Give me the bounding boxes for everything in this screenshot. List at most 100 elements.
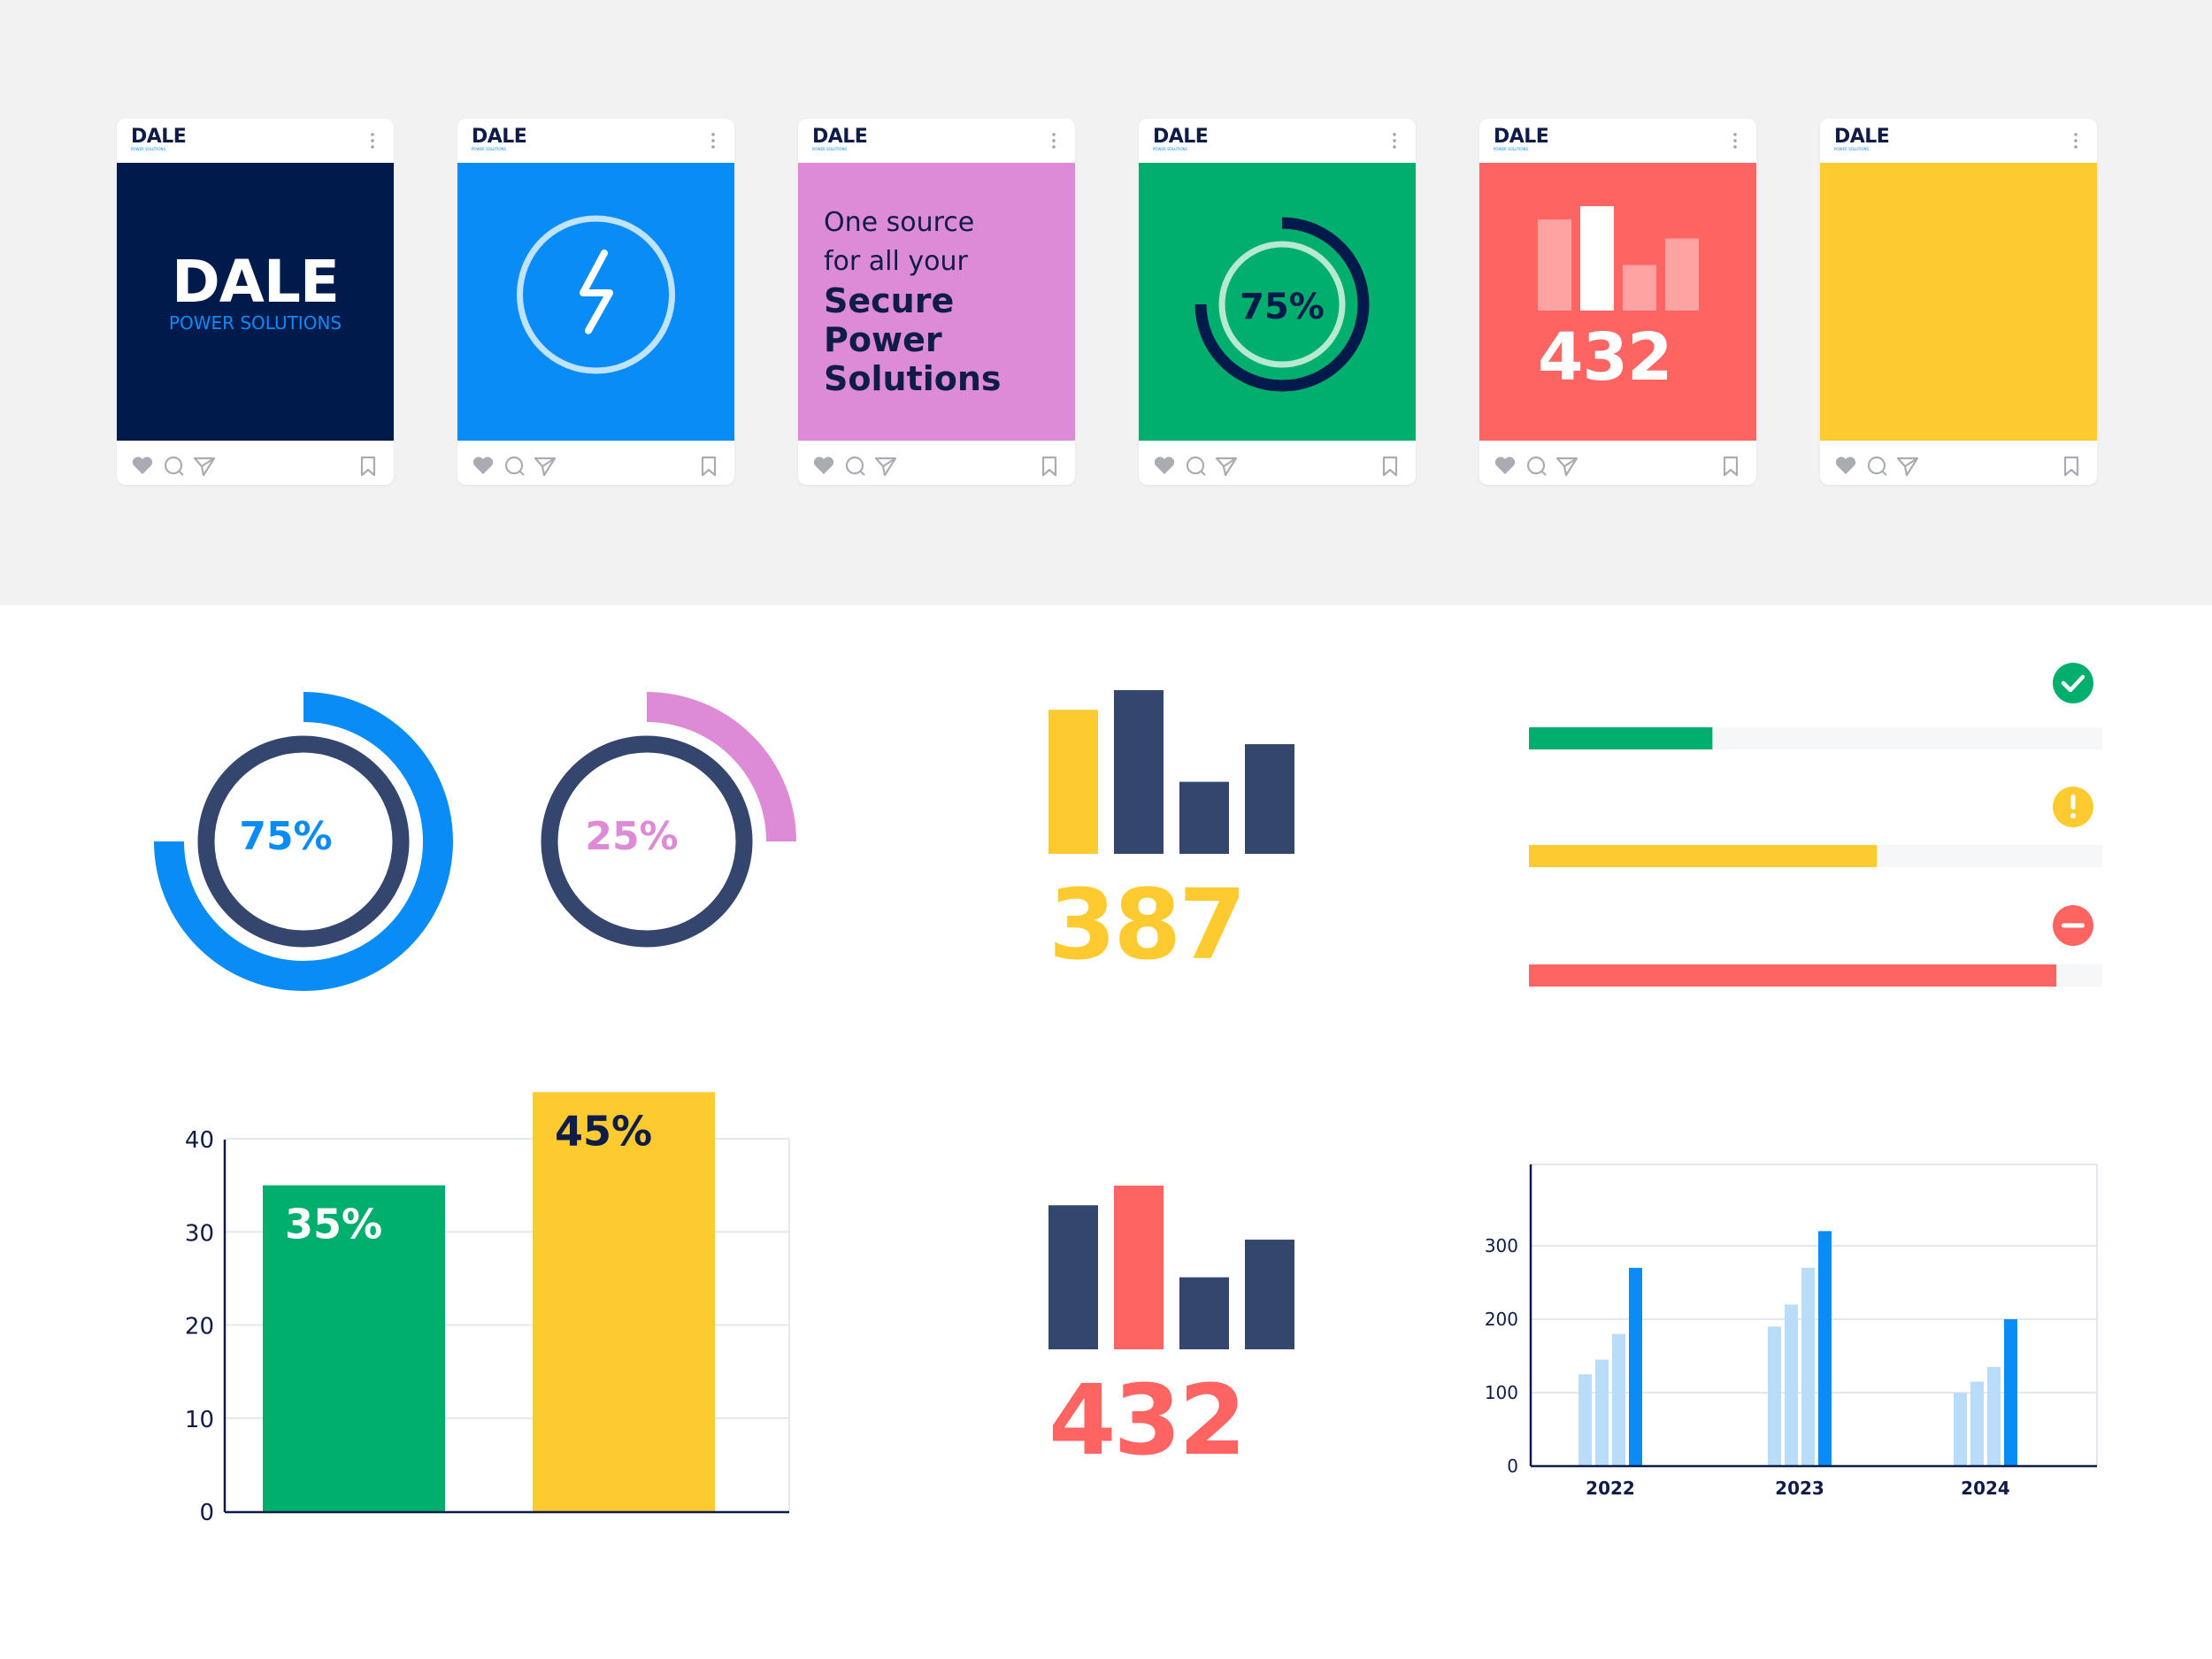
send-icon[interactable] [874,456,897,477]
bar [1768,1326,1781,1466]
bookmark-icon[interactable] [1381,456,1399,477]
bar [1629,1267,1642,1466]
stat-bar-graphic [1048,1186,1294,1349]
bar-chart: 0 10 20 30 40 35% 45% [185,1092,790,1526]
send-icon[interactable] [534,456,557,477]
bar [1818,1231,1832,1466]
bookmark-icon[interactable] [700,456,718,477]
more-vertical-icon[interactable] [2074,133,2078,149]
donut-inner-ring [541,735,753,948]
stat-number: 432 [1538,319,1672,396]
heart-icon[interactable] [1494,456,1517,475]
more-vertical-icon[interactable] [371,133,374,149]
y-tick-label: 0 [1507,1455,1518,1477]
bookmark-icon[interactable] [359,456,377,477]
post-card-blank[interactable]: DALE POWER SOLUTIONS [1820,119,2097,485]
bookmark-icon[interactable] [1722,456,1740,477]
bar [1595,1359,1609,1466]
headline-line-bold: Solutions [824,359,1002,398]
mini-logo: DALE POWER SOLUTIONS [812,127,868,152]
minus-icon [2053,905,2093,946]
heart-icon[interactable] [812,456,835,475]
mini-logo-wordmark: DALE [1153,126,1209,148]
stat-bar [1048,710,1098,854]
card-header: DALE POWER SOLUTIONS [1139,119,1416,163]
send-icon[interactable] [193,456,216,477]
headline-line-bold: Secure [824,281,955,320]
stat-bar [1114,690,1164,854]
bookmark-icon[interactable] [2062,456,2080,477]
y-tick-label: 0 [199,1500,214,1526]
stat-bar-graphic [1048,690,1294,854]
comment-icon[interactable] [1185,456,1208,477]
more-vertical-icon[interactable] [1052,133,1056,149]
bar [1578,1374,1592,1466]
card-image: DALE POWER SOLUTIONS [117,163,394,441]
grouped-bar-chart: 0 100 200 300 2022 2023 2024 [1485,1164,2098,1499]
post-card-text[interactable]: DALE POWER SOLUTIONS One source for all … [798,119,1075,485]
mini-logo-wordmark: DALE [472,126,527,148]
y-tick-label: 20 [185,1314,214,1340]
donut-progress-arc [154,692,453,991]
heart-icon[interactable] [472,456,495,475]
brand-logo: DALE POWER SOLUTIONS [117,253,394,334]
card-header: DALE POWER SOLUTIONS [457,119,734,163]
mini-logo-tagline: POWER SOLUTIONS [812,147,848,151]
mini-logo: DALE POWER SOLUTIONS [1834,127,1890,152]
stat-bar [1245,1240,1294,1349]
ring-chart: 75% [1194,217,1370,392]
heart-icon[interactable] [131,456,154,475]
post-card-lightning[interactable]: DALE POWER SOLUTIONS [457,119,734,485]
stat-number: 387 [1048,868,1247,981]
stat-number: 432 [1048,1363,1247,1477]
ring-progress-arc [1194,217,1370,392]
mini-logo-wordmark: DALE [1494,126,1549,148]
card-image: 75% [1139,163,1416,441]
comment-icon[interactable] [163,456,186,477]
mini-bar [1623,265,1656,311]
post-card-logo[interactable]: DALE POWER SOLUTIONS DALE POWER SOLUTION… [117,119,394,485]
comment-icon[interactable] [1525,456,1548,477]
card-footer [798,441,1075,485]
card-header: DALE POWER SOLUTIONS [117,119,394,163]
x-tick-label: 2022 [1586,1478,1635,1499]
bar [263,1185,445,1511]
donut-chart-blue [154,692,453,991]
more-vertical-icon[interactable] [1733,133,1737,149]
headline: One source for all your Secure Power Sol… [824,204,1002,398]
mini-logo: DALE POWER SOLUTIONS [131,126,187,152]
send-icon[interactable] [1555,456,1578,477]
send-icon[interactable] [1215,456,1238,477]
progress-fill [1529,964,2057,987]
card-header: DALE POWER SOLUTIONS [1820,119,2097,163]
card-image: 432 [1479,163,1756,441]
mini-logo-wordmark: DALE [131,126,187,148]
card-header: DALE POWER SOLUTIONS [1479,119,1756,163]
x-tick-label: 2024 [1961,1478,2010,1499]
x-tick-label: 2023 [1775,1478,1824,1499]
mini-logo-tagline: POWER SOLUTIONS [1834,147,1870,151]
card-image [1820,163,2097,441]
more-vertical-icon[interactable] [711,133,715,149]
post-card-stat[interactable]: DALE POWER SOLUTIONS 432 [1479,119,1756,485]
send-icon[interactable] [1896,456,1919,477]
comment-icon[interactable] [844,456,867,477]
heart-icon[interactable] [1153,456,1176,475]
bookmark-icon[interactable] [1041,456,1058,477]
more-vertical-icon[interactable] [1393,133,1396,149]
mini-logo-tagline: POWER SOLUTIONS [1153,147,1188,151]
comment-icon[interactable] [1866,456,1889,477]
y-tick-label: 200 [1485,1309,1518,1330]
y-tick-label: 100 [1485,1382,1518,1403]
bar [2004,1319,2017,1466]
stat-bar [1048,1205,1098,1349]
mini-bar [1665,238,1699,311]
ring-label: 75% [1240,287,1325,327]
comment-icon[interactable] [503,456,526,477]
mini-bar [1538,219,1571,311]
donut-progress-arc [646,692,796,842]
heart-icon[interactable] [1834,456,1857,475]
mini-logo-tagline: POWER SOLUTIONS [1494,147,1529,151]
bar [1785,1304,1798,1466]
post-card-ring[interactable]: DALE POWER SOLUTIONS 75% [1139,119,1416,485]
